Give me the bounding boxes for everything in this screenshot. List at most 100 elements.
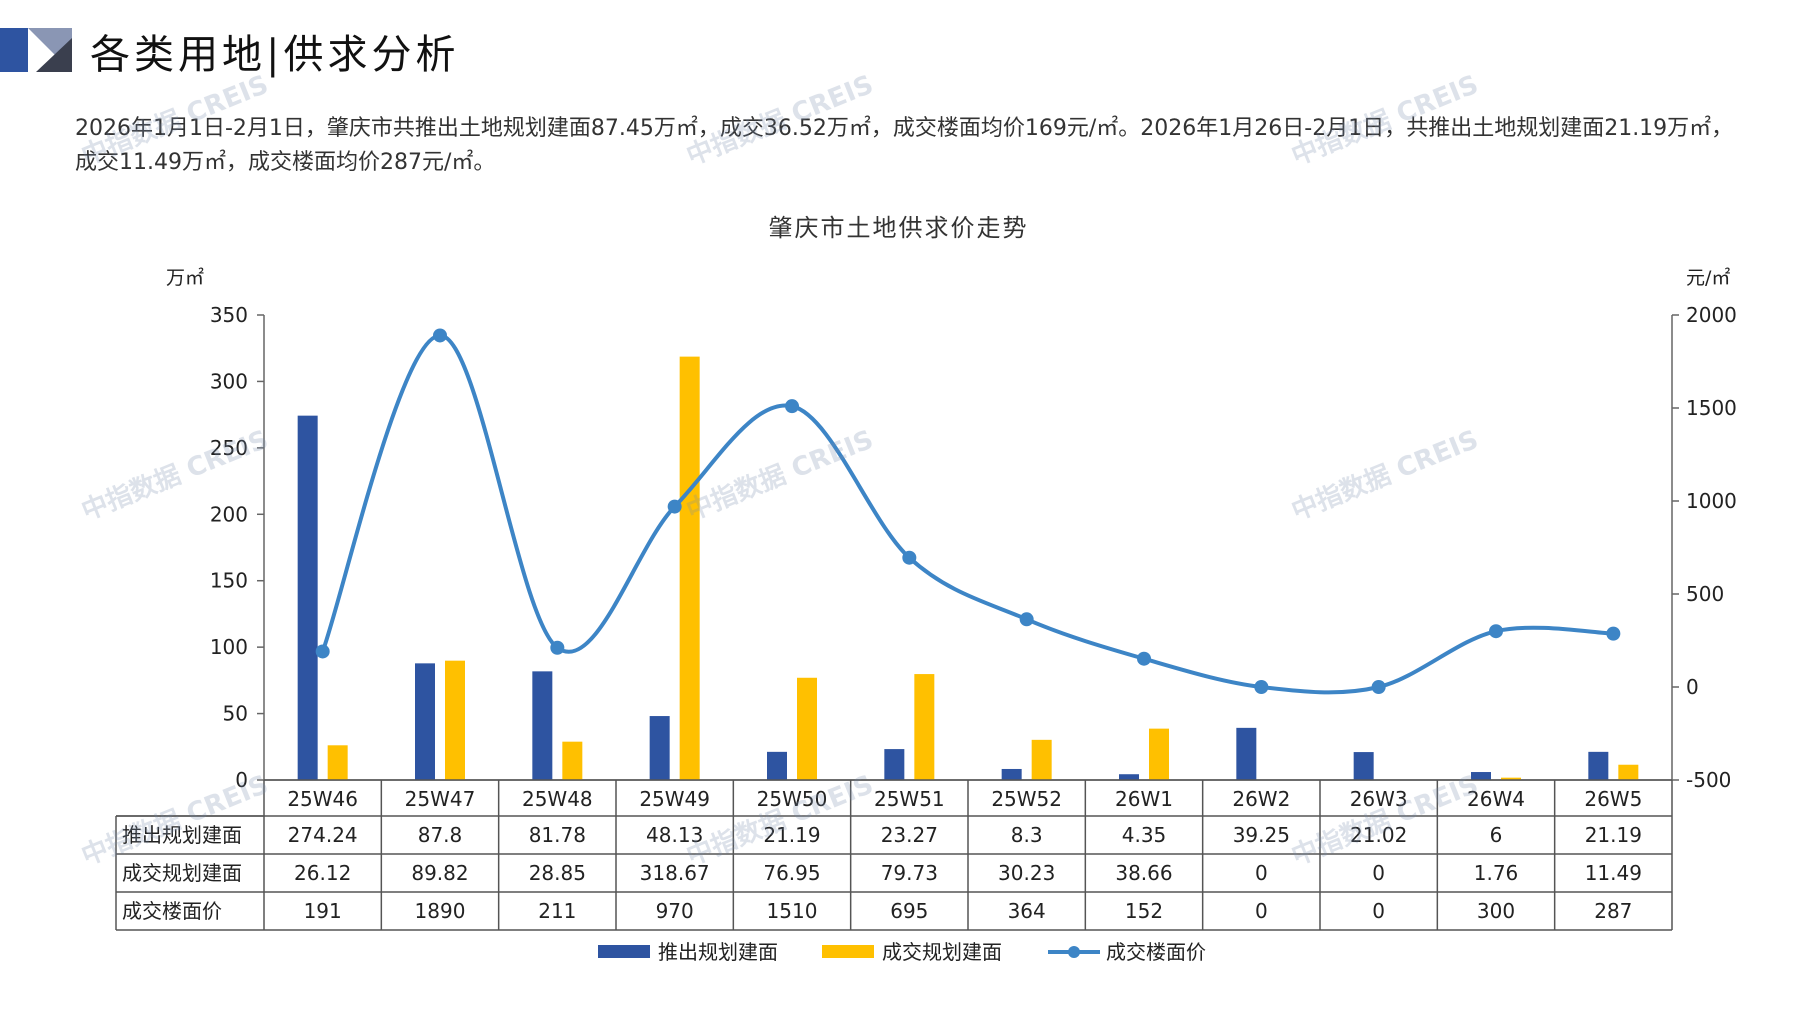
bar-supply xyxy=(297,415,318,780)
y-left-tick-label: 0 xyxy=(235,768,248,792)
y-right-tick-label: -500 xyxy=(1686,768,1731,792)
chart-title: 肇庆市土地供求价走势 xyxy=(768,214,1029,242)
bar-deal xyxy=(679,356,700,780)
bar-deal xyxy=(1031,739,1052,780)
price-point xyxy=(902,550,917,565)
bar-supply xyxy=(884,749,905,780)
x-tick-label: 25W52 xyxy=(991,787,1062,811)
x-tick-label: 25W49 xyxy=(639,787,710,811)
x-tick-label: 26W5 xyxy=(1584,787,1642,811)
table-cell: 26.12 xyxy=(294,861,351,885)
table-row-header: 推出规划建面 xyxy=(122,823,242,847)
table-cell: 152 xyxy=(1125,899,1163,923)
table-cell: 318.67 xyxy=(640,861,710,885)
table-row-header: 成交规划建面 xyxy=(122,861,242,885)
y-right-axis-label: 元/㎡ xyxy=(1686,266,1730,289)
legend-swatch-marker xyxy=(1068,946,1080,958)
price-point xyxy=(667,499,682,514)
y-left-axis-label: 万㎡ xyxy=(166,266,204,289)
table-cell: 0 xyxy=(1372,861,1385,885)
bar-deal xyxy=(1149,728,1169,780)
table-cell: 23.27 xyxy=(881,823,938,847)
y-left-tick-label: 100 xyxy=(210,635,248,659)
table-cell: 1890 xyxy=(415,899,466,923)
price-point xyxy=(1137,651,1151,666)
table-cell: 970 xyxy=(656,899,694,923)
table-cell: 30.23 xyxy=(998,861,1055,885)
bar-deal xyxy=(445,660,465,780)
page-title: 各类用地|供求分析 xyxy=(90,32,460,78)
table-cell: 4.35 xyxy=(1122,823,1167,847)
table-cell: 38.66 xyxy=(1115,861,1172,885)
table-cell: 211 xyxy=(538,899,576,923)
page-header: 各类用地|供求分析 xyxy=(0,0,1797,100)
table-cell: 21.19 xyxy=(1585,823,1642,847)
bar-deal xyxy=(1618,764,1639,780)
y-left-tick-label: 200 xyxy=(210,502,248,526)
table-cell: 79.73 xyxy=(881,861,938,885)
price-point xyxy=(785,399,799,414)
x-tick-label: 25W47 xyxy=(405,787,476,811)
price-point xyxy=(1606,626,1621,641)
table-cell: 6 xyxy=(1490,823,1503,847)
table-cell: 0 xyxy=(1255,899,1268,923)
table-cell: 287 xyxy=(1594,899,1632,923)
table-cell: 364 xyxy=(1008,899,1046,923)
x-tick-label: 26W4 xyxy=(1467,787,1525,811)
bar-supply xyxy=(1236,727,1257,780)
bar-supply xyxy=(1588,751,1609,780)
table-cell: 21.19 xyxy=(763,823,820,847)
price-point xyxy=(1254,680,1269,694)
bar-supply xyxy=(415,663,435,780)
price-point xyxy=(550,640,565,655)
y-left-tick-label: 150 xyxy=(210,569,248,593)
table-cell: 0 xyxy=(1372,899,1385,923)
y-right-tick-label: 500 xyxy=(1686,582,1724,606)
table-cell: 0 xyxy=(1255,861,1268,885)
summary-text: 2026年1月1日-2月1日，肇庆市共推出土地规划建面87.45万㎡，成交36.… xyxy=(75,116,1734,175)
table-cell: 695 xyxy=(890,899,928,923)
table-cell: 191 xyxy=(304,899,342,923)
table-cell: 300 xyxy=(1477,899,1515,923)
table-cell: 21.02 xyxy=(1350,823,1407,847)
table-cell: 89.82 xyxy=(411,861,468,885)
price-point xyxy=(315,644,330,659)
legend-label: 推出规划建面 xyxy=(658,940,778,964)
header-decoration-icon xyxy=(0,28,72,72)
bar-supply xyxy=(1001,768,1022,780)
price-line xyxy=(320,333,1614,695)
price-point xyxy=(1489,624,1503,639)
price-point xyxy=(1019,612,1034,627)
bar-supply xyxy=(532,671,553,780)
price-point xyxy=(433,328,447,343)
bar-deal xyxy=(327,745,348,780)
legend-swatch-supply xyxy=(598,945,650,958)
legend-label: 成交楼面价 xyxy=(1106,940,1206,964)
table-cell: 87.8 xyxy=(418,823,463,847)
y-left-tick-label: 250 xyxy=(210,436,248,460)
y-right-tick-label: 1000 xyxy=(1686,489,1737,513)
table-row-header: 成交楼面价 xyxy=(122,899,222,923)
x-tick-label: 25W50 xyxy=(757,787,828,811)
price-point xyxy=(1371,680,1386,694)
table-cell: 39.25 xyxy=(1233,823,1290,847)
table-cell: 76.95 xyxy=(763,861,820,885)
bar-supply xyxy=(1353,752,1374,780)
table-cell: 81.78 xyxy=(529,823,586,847)
bar-supply xyxy=(1471,772,1491,780)
y-left-tick-label: 300 xyxy=(210,369,248,393)
x-tick-label: 26W3 xyxy=(1350,787,1408,811)
bar-supply xyxy=(649,716,670,780)
bar-deal xyxy=(1501,777,1521,780)
table-cell: 28.85 xyxy=(529,861,586,885)
legend-swatch-deal xyxy=(822,945,874,958)
y-right-tick-label: 0 xyxy=(1686,675,1699,699)
table-cell: 1510 xyxy=(767,899,818,923)
x-tick-label: 25W46 xyxy=(287,787,358,811)
x-tick-label: 25W51 xyxy=(874,787,945,811)
bar-deal xyxy=(914,674,935,780)
y-right-tick-label: 2000 xyxy=(1686,303,1737,327)
table-cell: 274.24 xyxy=(288,823,358,847)
x-tick-label: 25W48 xyxy=(522,787,593,811)
